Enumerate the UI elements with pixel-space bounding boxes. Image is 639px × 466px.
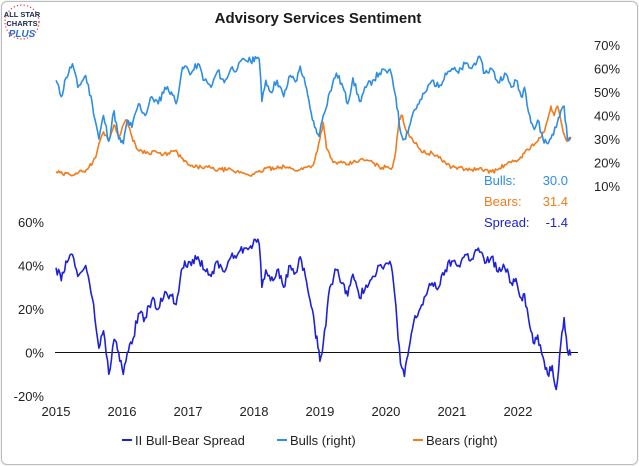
right-tick-label: 70%	[594, 38, 620, 53]
latest-values-annotation: Bulls: 30.0 Bears: 31.4 Spread: -1.4	[484, 173, 568, 230]
left-tick-label: 20%	[18, 302, 44, 317]
left-tick-label: -20%	[14, 389, 45, 404]
chart-title: Advisory Services Sentiment	[215, 10, 422, 27]
series-line-bears	[55, 105, 572, 177]
logo-ring-icon	[4, 4, 40, 40]
logo-line-1: ALL STAR	[4, 10, 41, 19]
annotation-value-bulls: 30.0	[543, 173, 568, 188]
left-tick-label: 0%	[25, 346, 44, 361]
annotation-label-bears: Bears:	[484, 194, 522, 209]
right-axis-ticks: 70% 60% 50% 40% 30% 20% 10%	[594, 38, 620, 194]
annotation-value-spread: -1.4	[546, 215, 568, 230]
x-axis-ticks: 2015 2016 2017 2018 2019 2020 2021 2022	[42, 404, 533, 419]
right-tick-label: 30%	[594, 132, 620, 147]
logo-line-2: CHARTS	[6, 19, 37, 28]
x-tick-label: 2022	[503, 404, 532, 419]
x-tick-label: 2015	[42, 404, 71, 419]
x-tick-label: 2021	[437, 404, 466, 419]
annotation-value-bears: 31.4	[543, 194, 568, 209]
x-tick-label: 2019	[305, 404, 334, 419]
chart-legend: II Bull-Bear Spread Bulls (right) Bears (r…	[122, 433, 498, 448]
legend-label-bears: Bears (right)	[426, 433, 498, 448]
logo-line-3: PLUS	[9, 29, 36, 40]
all-star-charts-logo: ALL STAR CHARTS PLUS	[4, 4, 41, 40]
series-line-spread	[55, 238, 572, 391]
x-tick-label: 2018	[240, 404, 269, 419]
right-tick-label: 10%	[594, 179, 620, 194]
legend-label-bulls: Bulls (right)	[290, 433, 356, 448]
series-line-bulls	[55, 55, 572, 145]
right-tick-label: 40%	[594, 109, 620, 124]
legend-label-spread: II Bull-Bear Spread	[135, 433, 245, 448]
x-tick-label: 2020	[371, 404, 400, 419]
left-tick-label: 40%	[18, 259, 44, 274]
annotation-label-spread: Spread:	[484, 215, 530, 230]
right-tick-label: 20%	[594, 156, 620, 171]
annotation-label-bulls: Bulls:	[484, 173, 516, 188]
right-tick-label: 60%	[594, 62, 620, 77]
left-tick-label: 60%	[18, 215, 44, 230]
x-tick-label: 2017	[174, 404, 203, 419]
right-tick-label: 50%	[594, 85, 620, 100]
x-tick-label: 2016	[108, 404, 137, 419]
left-axis-ticks: 60% 40% 20% 0% -20%	[14, 215, 45, 404]
